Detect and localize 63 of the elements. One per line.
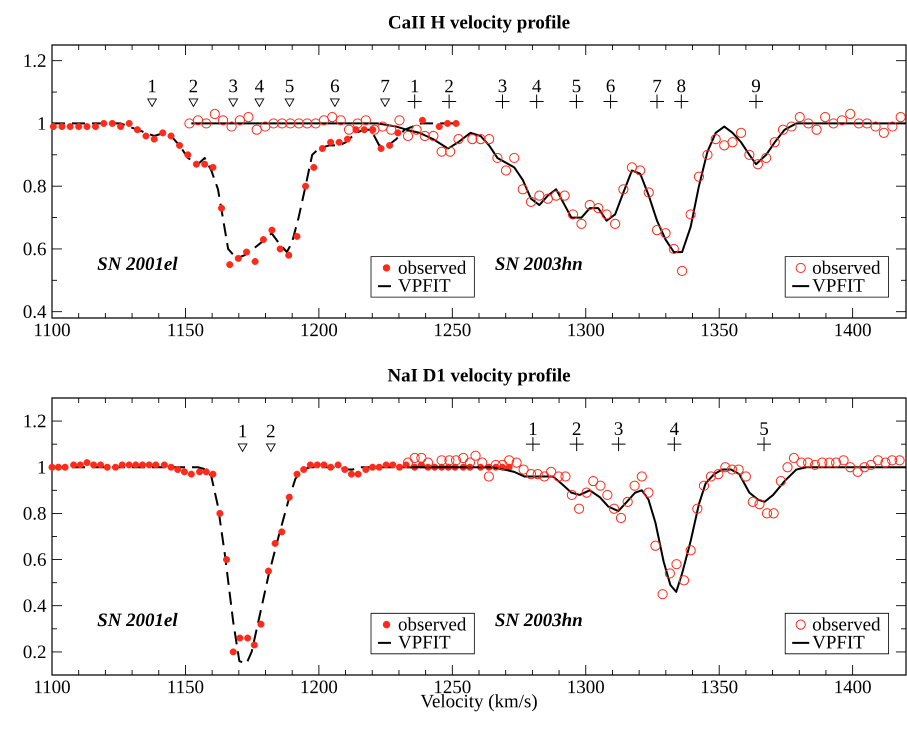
x-tick-label: 1200 bbox=[302, 324, 338, 336]
x-tick-label: 1400 bbox=[835, 324, 871, 336]
annotation: 9 bbox=[752, 80, 760, 92]
legend-label: observed bbox=[812, 260, 880, 274]
x-tick-label: 1250 bbox=[435, 324, 471, 336]
annotation: 1 bbox=[412, 80, 418, 92]
y-tick-label: 1.2 bbox=[24, 414, 46, 428]
annotation: 2 bbox=[266, 424, 275, 438]
x-tick-label: 1350 bbox=[702, 680, 738, 694]
annotation: 2 bbox=[190, 80, 198, 92]
legend-label: observed bbox=[398, 260, 466, 274]
x-tick-label: 1150 bbox=[168, 324, 204, 336]
x-tick-label: 1150 bbox=[168, 680, 204, 694]
y-tick-label: 0.8 bbox=[24, 180, 46, 193]
y-tick-label: 0.6 bbox=[24, 553, 46, 566]
chart-title: NaI D1 velocity profile bbox=[388, 368, 570, 386]
annotation: 8 bbox=[677, 80, 686, 92]
legend-label: observed bbox=[812, 617, 880, 631]
x-tick-label: 1300 bbox=[568, 324, 604, 336]
legend-label: VPFIT bbox=[398, 636, 450, 649]
x-tick-label: 1350 bbox=[702, 324, 738, 336]
legend-label: observed bbox=[398, 617, 466, 631]
annotation: SN 2001el bbox=[98, 612, 178, 626]
annotation: SN 2003hn bbox=[495, 256, 582, 270]
x-tick-label: 1100 bbox=[35, 680, 70, 694]
chart-title: CaII H velocity profile bbox=[388, 15, 570, 32]
x-tick-label: 1250 bbox=[435, 680, 471, 694]
y-tick-label: 1 bbox=[38, 460, 46, 474]
legend-label: VPFIT bbox=[812, 279, 864, 292]
y-tick-label: 0.2 bbox=[24, 645, 46, 658]
annotation: 1 bbox=[530, 422, 537, 435]
y-tick-label: 0.4 bbox=[24, 305, 46, 318]
x-tick-label: 1400 bbox=[835, 680, 871, 694]
y-tick-label: 0.8 bbox=[24, 506, 46, 520]
x-axis-title: Velocity (km/s) bbox=[420, 694, 537, 712]
annotation: 6 bbox=[330, 80, 340, 92]
annotation: 2 bbox=[572, 422, 580, 435]
x-tick-label: 1200 bbox=[302, 680, 338, 694]
legend-label: VPFIT bbox=[812, 636, 864, 649]
x-tick-label: 1100 bbox=[35, 324, 70, 336]
annotation: 5 bbox=[286, 80, 294, 92]
y-tick-label: 1 bbox=[38, 117, 46, 130]
annotation: 3 bbox=[614, 422, 623, 435]
annotation: 3 bbox=[229, 80, 238, 92]
annotation: 3 bbox=[498, 80, 506, 92]
y-tick-label: 0.6 bbox=[24, 242, 46, 256]
annotation: 7 bbox=[382, 80, 390, 92]
annotation: SN 2003hn bbox=[495, 612, 582, 626]
annotation: 2 bbox=[445, 80, 453, 92]
annotation: 4 bbox=[532, 80, 542, 92]
annotation: 1 bbox=[149, 80, 156, 92]
annotation: 5 bbox=[572, 80, 580, 92]
y-tick-label: 1.2 bbox=[24, 54, 46, 68]
annotation: 5 bbox=[760, 422, 768, 435]
x-tick-label: 1300 bbox=[568, 680, 604, 694]
legend-label: VPFIT bbox=[398, 279, 450, 292]
annotation: 4 bbox=[255, 80, 264, 92]
annotation: 1 bbox=[239, 424, 246, 438]
annotation: 6 bbox=[606, 80, 615, 92]
annotation: 4 bbox=[670, 422, 679, 435]
y-tick-label: 0.4 bbox=[24, 599, 46, 612]
annotation: 7 bbox=[654, 80, 662, 92]
annotation: SN 2001el bbox=[98, 256, 178, 270]
